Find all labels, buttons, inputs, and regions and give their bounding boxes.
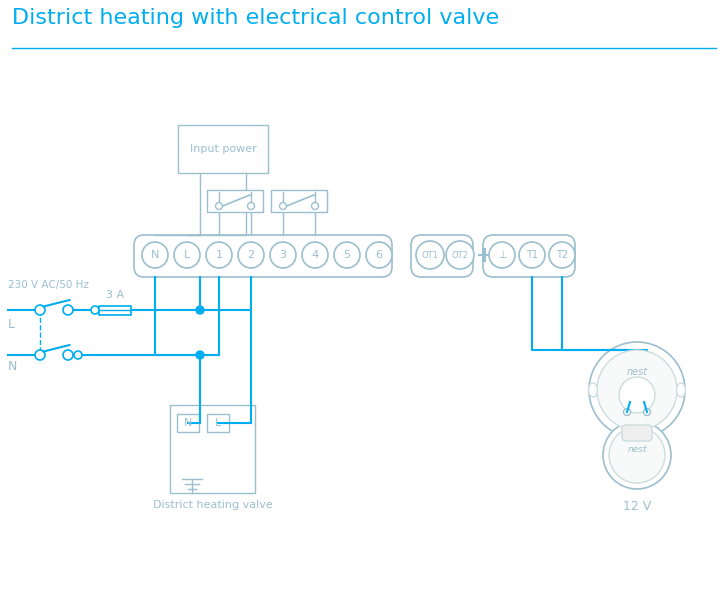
Text: ⊥: ⊥ [498,250,506,260]
Circle shape [603,421,671,489]
Circle shape [174,242,200,268]
Text: OT1: OT1 [422,251,438,260]
Text: 230 V AC/50 Hz: 230 V AC/50 Hz [8,280,89,290]
FancyBboxPatch shape [411,235,473,277]
Circle shape [597,350,677,430]
FancyBboxPatch shape [170,405,255,493]
Circle shape [334,242,360,268]
Text: 4: 4 [312,250,319,260]
Text: nest: nest [628,446,646,454]
Circle shape [644,409,651,415]
FancyBboxPatch shape [207,190,263,212]
Text: 2: 2 [248,250,255,260]
Circle shape [270,242,296,268]
Circle shape [489,242,515,268]
Circle shape [238,242,264,268]
Circle shape [74,351,82,359]
Text: District heating with electrical control valve: District heating with electrical control… [12,8,499,28]
Text: 6: 6 [376,250,382,260]
FancyBboxPatch shape [622,425,652,441]
Circle shape [302,242,328,268]
Circle shape [280,203,287,210]
FancyBboxPatch shape [134,235,392,277]
Text: L: L [8,318,15,331]
Text: nest: nest [626,367,648,377]
Text: 12 V: 12 V [623,500,651,513]
Circle shape [196,306,204,314]
Circle shape [619,377,655,413]
Circle shape [91,306,99,314]
Text: 3 A: 3 A [106,290,124,300]
FancyBboxPatch shape [177,414,199,432]
FancyBboxPatch shape [178,125,268,173]
Circle shape [35,350,45,360]
Text: N: N [8,361,17,374]
Text: 3: 3 [280,250,287,260]
Circle shape [416,241,444,269]
Ellipse shape [588,383,598,397]
Text: T2: T2 [556,250,568,260]
Text: Input power: Input power [189,144,256,154]
Circle shape [366,242,392,268]
Circle shape [609,427,665,483]
Circle shape [63,350,73,360]
FancyBboxPatch shape [99,305,131,314]
FancyBboxPatch shape [271,190,327,212]
Circle shape [248,203,255,210]
Circle shape [519,242,545,268]
Circle shape [589,342,685,438]
Ellipse shape [676,383,686,397]
FancyBboxPatch shape [207,414,229,432]
Circle shape [35,305,45,315]
Text: OT2: OT2 [451,251,468,260]
Text: District heating valve: District heating valve [153,500,272,510]
Circle shape [623,409,630,415]
Text: N: N [183,418,192,428]
Text: T1: T1 [526,250,538,260]
Text: L: L [184,250,190,260]
Circle shape [215,203,223,210]
Text: L: L [215,418,221,428]
Text: 1: 1 [215,250,223,260]
Circle shape [312,203,319,210]
Circle shape [63,305,73,315]
Text: 5: 5 [344,250,350,260]
Circle shape [549,242,575,268]
Text: N: N [151,250,159,260]
Circle shape [142,242,168,268]
FancyBboxPatch shape [483,235,575,277]
Circle shape [206,242,232,268]
Circle shape [446,241,474,269]
Circle shape [196,351,204,359]
